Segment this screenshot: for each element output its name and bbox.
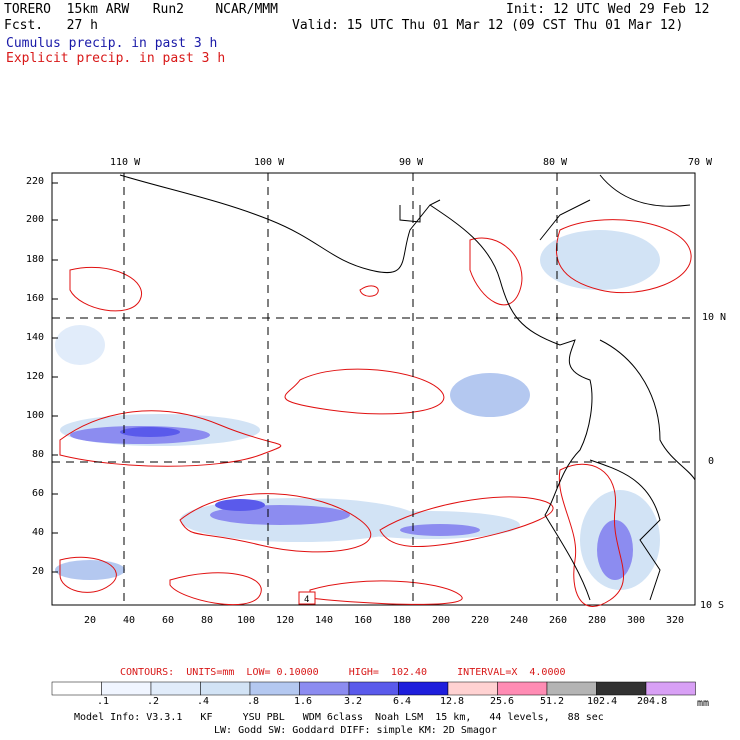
colorbar-label: 102.4 <box>587 696 618 707</box>
colorbar-cell <box>51 681 102 696</box>
colorbar-label: .1 <box>97 696 110 707</box>
lon-label-90w: 90 W <box>399 157 424 168</box>
x-tick: 320 <box>666 615 685 626</box>
explicit-contours <box>59 219 692 607</box>
valid-time: Valid: 15 UTC Thu 01 Mar 12 (09 CST Thu … <box>292 18 684 33</box>
precip-shading <box>55 230 660 590</box>
x-tick: 280 <box>588 615 607 626</box>
colorbar <box>51 681 696 696</box>
frame-ticks <box>52 182 58 573</box>
y-tick: 180 <box>26 254 45 265</box>
colorbar-label: .2 <box>147 696 160 707</box>
y-tick: 20 <box>32 566 45 577</box>
colorbar-label: 12.8 <box>440 696 465 707</box>
lon-label-80w: 80 W <box>543 157 568 168</box>
lon-label-70w: 70 W <box>688 157 713 168</box>
y-tick: 40 <box>32 527 45 538</box>
explicit-legend: Explicit precip. in past 3 h <box>6 51 226 66</box>
x-tick: 260 <box>549 615 568 626</box>
y-tick: 220 <box>26 176 45 187</box>
map-frame <box>51 172 696 606</box>
colorbar-label: .8 <box>247 696 260 707</box>
colorbar-unit: mm <box>697 698 710 709</box>
y-tick: 120 <box>26 371 45 382</box>
y-tick: 80 <box>32 449 45 460</box>
colorbar-label: 3.2 <box>344 696 363 707</box>
model-physics: LW: Godd SW: Goddard DIFF: simple KM: 2D… <box>214 725 497 736</box>
colorbar-label: .4 <box>197 696 210 707</box>
y-tick: 60 <box>32 488 45 499</box>
x-tick: 80 <box>201 615 214 626</box>
x-tick: 200 <box>432 615 451 626</box>
lon-label-100w: 100 W <box>254 157 285 168</box>
x-tick: 240 <box>510 615 529 626</box>
colorbar-cell <box>596 681 647 696</box>
model-info: Model Info: V3.3.1 KF YSU PBL WDM 6class… <box>74 712 604 723</box>
latlon-grid <box>52 173 695 605</box>
colorbar-label: 25.6 <box>490 696 515 707</box>
colorbar-cell <box>299 681 350 696</box>
cumulus-legend: Cumulus precip. in past 3 h <box>6 36 218 51</box>
colorbar-cell <box>645 681 696 696</box>
colorbar-label: 51.2 <box>540 696 565 707</box>
y-tick: 160 <box>26 293 45 304</box>
x-tick: 100 <box>237 615 256 626</box>
x-tick: 140 <box>315 615 334 626</box>
colorbar-cell <box>348 681 399 696</box>
colorbar-label: 6.4 <box>393 696 412 707</box>
lat-label-0: 0 <box>708 456 715 467</box>
y-tick: 100 <box>26 410 45 421</box>
lat-label-10s: 10 S <box>700 600 725 611</box>
station-box <box>298 591 316 605</box>
x-tick: 180 <box>393 615 412 626</box>
station-box-label: 4 <box>304 595 309 605</box>
colorbar-cell <box>398 681 449 696</box>
x-tick: 40 <box>123 615 136 626</box>
y-tick: 200 <box>26 214 45 225</box>
contour-caption: CONTOURS: UNITS=mm LOW= 0.10000 HIGH= 10… <box>120 667 566 678</box>
colorbar-cell <box>447 681 498 696</box>
colorbar-label: 1.6 <box>294 696 313 707</box>
colorbar-cell <box>546 681 597 696</box>
x-tick: 160 <box>354 615 373 626</box>
x-tick: 300 <box>627 615 646 626</box>
colorbar-cell <box>497 681 548 696</box>
colorbar-cell <box>200 681 251 696</box>
coastline <box>119 174 696 601</box>
colorbar-cell <box>249 681 300 696</box>
init-time: Init: 12 UTC Wed 29 Feb 12 <box>506 2 710 17</box>
x-tick: 60 <box>162 615 175 626</box>
colorbar-cell <box>101 681 152 696</box>
x-tick: 220 <box>471 615 490 626</box>
x-tick: 120 <box>276 615 295 626</box>
lat-label-10n: 10 N <box>702 312 727 323</box>
forecast-hour: Fcst. 27 h <box>4 18 98 33</box>
lon-label-110w: 110 W <box>110 157 141 168</box>
header-title: TORERO 15km ARW Run2 NCAR/MMM <box>4 2 278 17</box>
colorbar-cell <box>150 681 201 696</box>
colorbar-label: 204.8 <box>637 696 668 707</box>
y-tick: 140 <box>26 332 45 343</box>
x-tick: 20 <box>84 615 97 626</box>
